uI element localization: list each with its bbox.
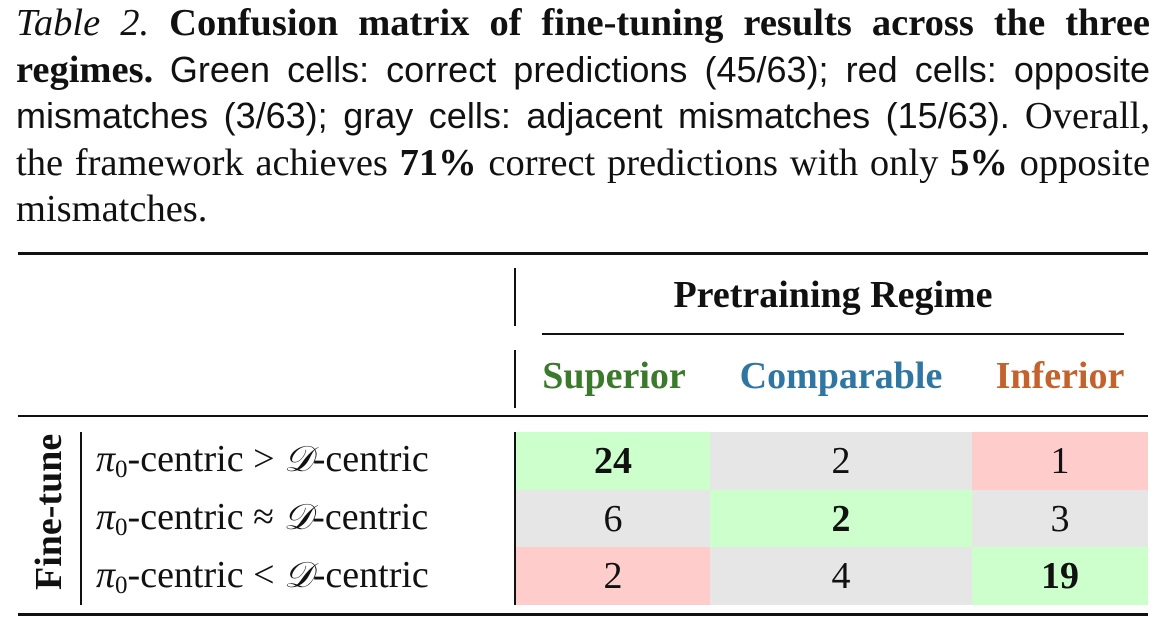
row-label-approx: π0-centric ≈ 𝒟-centric [96,488,428,557]
cell-r3-comparable: 4 [710,547,972,605]
header-separator-top [514,268,516,326]
row-label-pi: π [96,496,116,538]
column-header-superior: Superior [542,355,686,397]
row-label-tail: -centric [312,496,429,538]
caption-part2: Overall, the framework achieves [16,95,1150,184]
row-label-mid: -centric [127,554,244,596]
row-group-label: Fine-tune [28,433,70,590]
row-label-operator: ≈ [253,496,274,538]
column-header-inferior: Inferior [995,355,1125,397]
row-label-d: 𝒟 [283,497,313,538]
row-label-greater: π0-centric > 𝒟-centric [96,430,429,499]
row-label-less: π0-centric < 𝒟-centric [96,546,429,615]
cell-r1-inferior: 1 [972,432,1148,490]
cell-r3-superior: 2 [516,547,710,605]
row-label-d: 𝒟 [284,555,313,596]
header-separator-bottom [514,350,516,408]
row-label-mid: -centric [127,438,244,480]
row-label-sub: 0 [115,572,128,599]
row-label-d: 𝒟 [284,439,313,480]
row-label-sub: 0 [115,456,128,483]
caption-part4: opposite mismatches. [16,141,1151,231]
row-label-mid: -centric [127,496,244,538]
row-label-operator: > [253,438,275,480]
label-separator [80,432,82,605]
caption-part3: correct predictions with only [488,141,939,184]
cell-r2-superior: 6 [516,490,710,547]
caption-label: Table 2. [16,2,150,44]
row-label-pi: π [96,438,116,480]
caption-title: Confusion matrix of fine-tuning results … [16,2,1151,91]
column-header-comparable: Comparable [739,355,943,397]
body-separator [514,432,516,605]
cell-r1-comparable: 2 [710,432,972,490]
row-label-pi: π [96,554,116,596]
caption-pct-opposite: 5% [950,141,1008,184]
table-caption: Table 2. Confusion matrix of fine-tuning… [16,0,1150,233]
top-rule [18,252,1148,255]
cell-r3-inferior: 19 [972,547,1148,605]
caption-part1: Green cells: correct predictions (45/63)… [16,48,1150,137]
group-underline [542,333,1124,335]
group-header: Pretraining Regime [673,274,993,316]
cell-r1-superior: 24 [516,432,710,490]
cell-r2-comparable: 2 [710,490,972,547]
row-label-tail: -centric [312,554,429,596]
mid-rule [18,415,1148,417]
cell-r2-inferior: 3 [972,490,1148,547]
row-label-sub: 0 [115,514,128,541]
bottom-rule [18,613,1148,616]
row-label-tail: -centric [312,438,429,480]
row-label-operator: < [253,554,275,596]
caption-pct-correct: 71% [399,141,477,184]
